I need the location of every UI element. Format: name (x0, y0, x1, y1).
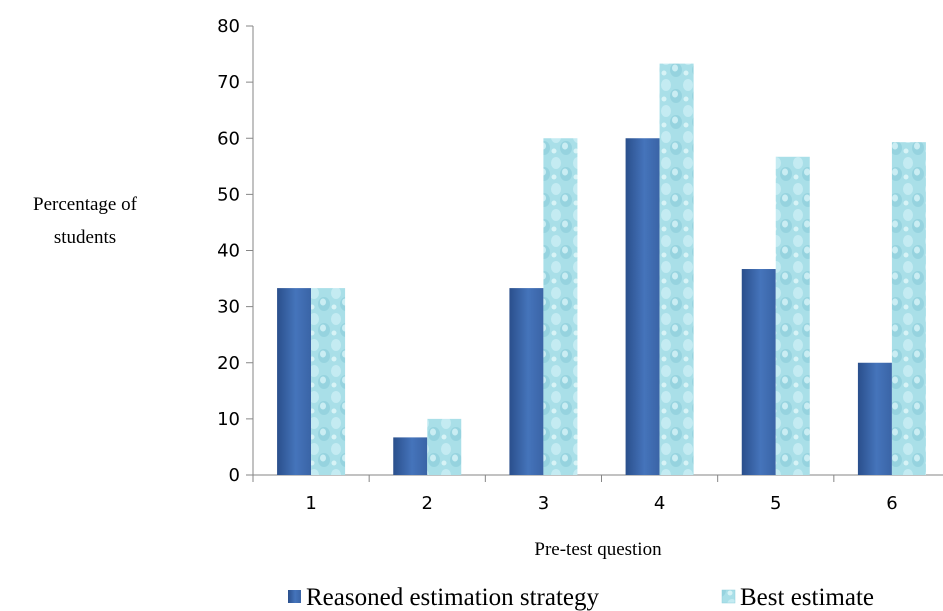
bar-best-estimate (427, 418, 462, 475)
y-tick-label: 80 (217, 16, 240, 37)
y-tick-label: 70 (217, 72, 240, 93)
y-tick-label: 30 (217, 297, 240, 318)
bar-reasoned-estimation (857, 362, 892, 475)
legend-swatch-reasoned-estimation (288, 590, 301, 603)
bar-reasoned-estimation (277, 288, 312, 475)
bar-best-estimate (543, 138, 578, 475)
y-axis-label-line-1: Percentage of (33, 194, 138, 215)
bar-reasoned-estimation (393, 437, 428, 475)
bar-reasoned-estimation (509, 288, 544, 475)
bar-reasoned-estimation (741, 269, 776, 475)
y-tick-label: 10 (217, 409, 240, 430)
x-tick-label: 5 (770, 493, 781, 514)
bar-best-estimate (311, 288, 346, 475)
legend-label-best-estimate: Best estimate (740, 584, 874, 611)
bar-best-estimate (891, 142, 926, 475)
bar-best-estimate (659, 63, 694, 475)
legend: Reasoned estimation strategy Best estima… (288, 584, 874, 611)
x-tick-label: 2 (422, 493, 433, 514)
y-tick-label: 40 (217, 241, 240, 262)
y-ticks: 0 10 20 30 40 50 60 70 80 (217, 16, 253, 486)
x-axis-label: Pre-test question (534, 539, 662, 560)
bar-best-estimate (775, 156, 810, 476)
x-tick-label: 1 (305, 493, 316, 514)
x-tick-label: 4 (654, 493, 665, 514)
y-tick-label: 20 (217, 353, 240, 374)
legend-label-reasoned-estimation: Reasoned estimation strategy (306, 584, 599, 611)
y-axis-label-line-2: students (54, 227, 116, 248)
x-tick-label: 6 (886, 493, 897, 514)
x-tick-label: 3 (538, 493, 549, 514)
y-tick-label: 50 (217, 184, 240, 205)
legend-swatch-best-estimate (721, 589, 736, 604)
y-tick-label: 0 (229, 465, 240, 486)
bar-reasoned-estimation (625, 138, 660, 475)
axes (252, 26, 943, 476)
x-ticks: 1 2 3 4 5 6 (252, 475, 898, 514)
y-tick-label: 60 (217, 128, 240, 149)
bars (277, 63, 926, 476)
